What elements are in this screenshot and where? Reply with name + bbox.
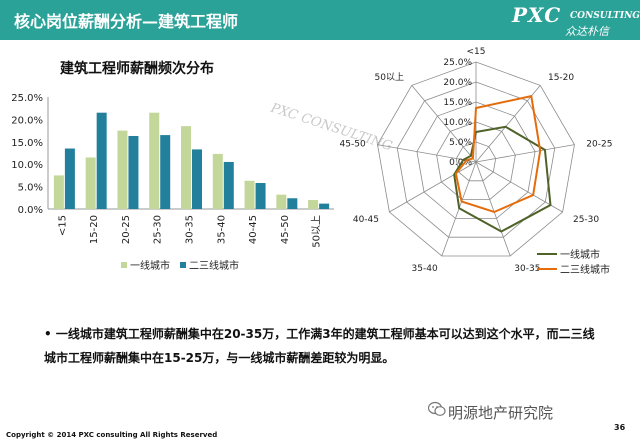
radar-category-label: 50以上 (375, 72, 404, 83)
radar-spoke (475, 161, 563, 213)
logo-chinese: 众达朴信 (565, 25, 609, 38)
bar (149, 112, 160, 209)
radar-series-line (454, 94, 542, 214)
x-tick-label: 20-25 (121, 215, 132, 244)
x-tick-label: 35-40 (216, 215, 227, 244)
radar-spoke (475, 144, 575, 163)
bar (212, 153, 223, 209)
x-tick-label: 30-35 (185, 215, 196, 244)
radar-grid-ring (377, 61, 575, 257)
radar-spoke (475, 161, 511, 257)
radar-category-label: 15-20 (548, 73, 574, 83)
y-tick-label: 15.0% (11, 138, 43, 149)
bar (64, 148, 75, 209)
x-tick-label: 50以上 (311, 215, 323, 248)
x-tick-label: 40-45 (248, 215, 259, 244)
y-tick-label: 25.0% (11, 93, 43, 104)
radar-category-label: 20-25 (586, 140, 612, 150)
bar (96, 112, 107, 209)
y-tick-label: 5.0% (18, 183, 43, 194)
bar (287, 198, 298, 209)
radar-category-label: 35-40 (412, 264, 438, 274)
bar (276, 194, 287, 209)
y-tick-label: 0.0% (18, 205, 43, 216)
x-tick-label: 45-50 (280, 215, 291, 244)
footer-copyright: Copyright © 2014 PXC consulting All Righ… (6, 431, 218, 439)
bar (244, 180, 255, 209)
radar-legend-label: 一线城市 (560, 248, 600, 261)
radar-grid-ring (396, 81, 556, 238)
legend-swatch (180, 262, 186, 268)
bar (53, 175, 64, 209)
radar-tick-label: 25.0% (443, 58, 472, 68)
page-title: 核心岗位薪酬分析—建筑工程师 (14, 12, 239, 31)
bar (85, 157, 96, 209)
logo-subtitle: CONSULTING (570, 11, 640, 21)
radar-legend-label: 二三线城市 (560, 263, 610, 276)
x-tick-label: 25-30 (153, 215, 164, 244)
radar-tick-label: 5.0% (449, 138, 472, 148)
bar (223, 161, 234, 209)
y-tick-label: 20.0% (11, 115, 43, 126)
radar-category-label: 30-35 (514, 264, 540, 274)
bar-chart-title: 建筑工程师薪酬频次分布 (60, 61, 214, 77)
radar-tick-label: 15.0% (443, 98, 472, 108)
radar-grid-ring (436, 121, 516, 200)
radar-spoke (377, 144, 477, 163)
x-tick-label: 15-20 (89, 215, 100, 244)
x-tick-label: <15 (57, 215, 68, 236)
logo-mark: PXC (512, 3, 562, 27)
wechat-watermark: 明源地产研究院 (448, 404, 554, 422)
bar (181, 126, 191, 209)
bullet-text: • 一线城市建筑工程师薪酬集中在20-35万，工作满3年的建筑工程师基本可以达到… (44, 327, 595, 365)
legend-label: 二三线城市 (189, 259, 239, 272)
bullet-content: 一线城市建筑工程师薪酬集中在20-35万，工作满3年的建筑工程师基本可以达到这个… (44, 327, 595, 365)
radar-tick-label: 20.0% (443, 78, 472, 88)
bar (128, 135, 139, 209)
bar (192, 149, 202, 209)
radar-tick-label: 10.0% (443, 118, 472, 128)
legend-swatch (121, 262, 127, 268)
header-bar: 核心岗位薪酬分析—建筑工程师 PXC CONSULTING 众达朴信 (0, 0, 640, 40)
bar (117, 130, 128, 209)
radar-spoke (475, 85, 541, 163)
wechat-icon (428, 401, 446, 416)
radar-spoke (411, 85, 477, 163)
bar (255, 183, 266, 209)
radar-category-label: 40-45 (353, 215, 379, 225)
radar-grid-ring (455, 141, 497, 182)
y-tick-label: 10.0% (11, 160, 43, 171)
legend-label: 一线城市 (130, 259, 170, 272)
radar-spoke (389, 161, 477, 213)
radar-category-label: <15 (467, 47, 486, 57)
radar-series-line (453, 125, 552, 233)
radar-category-label: 45-50 (340, 140, 366, 150)
bar (160, 135, 171, 209)
page-number: 36 (614, 423, 626, 432)
bar (319, 203, 330, 209)
radar-category-label: 25-30 (573, 215, 599, 225)
bar (308, 200, 319, 209)
